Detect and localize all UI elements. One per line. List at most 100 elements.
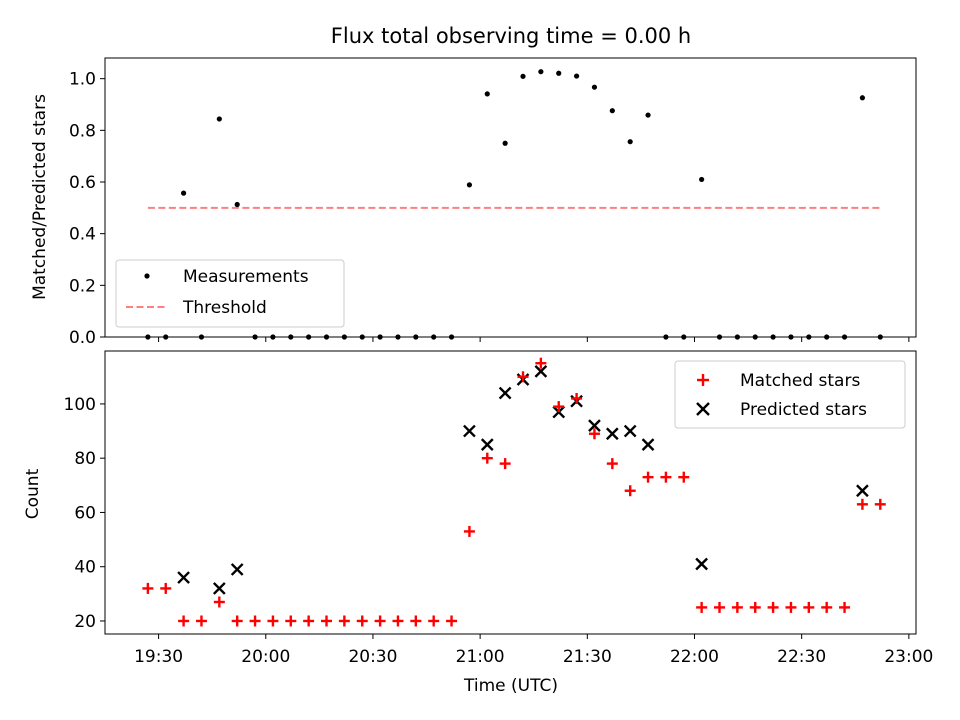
bottom-y-axis-label: Count bbox=[23, 468, 43, 519]
measurement-point bbox=[627, 139, 633, 145]
matched-point bbox=[588, 428, 600, 440]
bottom-legend: Matched stars Predicted stars bbox=[674, 360, 906, 429]
top-y-tick-label: 0.2 bbox=[69, 276, 96, 296]
top-legend: Measurements Threshold bbox=[115, 259, 345, 328]
measurement-point bbox=[180, 190, 187, 196]
measurement-point bbox=[484, 91, 490, 97]
matched-point bbox=[731, 601, 743, 613]
predicted-point bbox=[177, 571, 190, 584]
predicted-point bbox=[480, 438, 494, 451]
count-panel: Count Time (UTC) 20 40 60 80 100 19:30 20:00 2… bbox=[23, 350, 933, 696]
predicted-point bbox=[498, 386, 512, 400]
top-y-tick-label: 0.4 bbox=[69, 225, 96, 245]
measurement-point bbox=[538, 69, 544, 75]
predicted-point bbox=[212, 582, 226, 595]
bottom-legend-box bbox=[674, 360, 906, 429]
x-tick-label: 21:30 bbox=[563, 647, 612, 667]
predicted-point bbox=[856, 484, 869, 498]
matched-point bbox=[142, 582, 154, 594]
legend-predicted-label: Predicted stars bbox=[740, 400, 867, 420]
matched-point bbox=[481, 452, 493, 464]
measurement-point bbox=[520, 73, 526, 79]
top-axes-frame bbox=[104, 57, 917, 338]
top-y-tick-label: 0.0 bbox=[69, 328, 96, 348]
bottom-y-tick-label: 80 bbox=[74, 449, 96, 469]
predicted-point bbox=[588, 419, 601, 432]
matched-point bbox=[160, 582, 172, 594]
top-legend-box bbox=[115, 259, 345, 328]
bottom-axes-frame bbox=[104, 350, 917, 635]
predicted-point bbox=[623, 424, 637, 438]
predicted-point bbox=[534, 365, 548, 378]
x-tick-label: 20:30 bbox=[348, 647, 397, 667]
matched-point bbox=[517, 371, 529, 383]
bottom-y-tick-label: 60 bbox=[74, 503, 96, 523]
x-tick-label: 21:00 bbox=[456, 647, 505, 667]
matched-point bbox=[249, 615, 261, 627]
measurement-point bbox=[859, 95, 866, 101]
matched-point bbox=[213, 596, 225, 608]
matched-point bbox=[606, 458, 618, 470]
matched-point bbox=[571, 392, 583, 404]
top-y-tick-label: 0.8 bbox=[69, 121, 96, 141]
x-axis-label: Time (UTC) bbox=[463, 676, 558, 696]
top-y-axis-label: Matched/Predicted stars bbox=[30, 94, 50, 300]
matched-point bbox=[356, 615, 368, 627]
matched-point bbox=[499, 458, 511, 470]
measurement-point bbox=[591, 84, 598, 90]
predicted-point bbox=[641, 438, 655, 451]
measurement-point bbox=[556, 70, 562, 76]
bottom-y-tick-label: 20 bbox=[74, 612, 96, 632]
x-tick-label: 23:00 bbox=[884, 647, 933, 667]
matched-point bbox=[856, 498, 868, 510]
matched-point bbox=[303, 615, 315, 627]
predicted-point bbox=[695, 557, 708, 571]
legend-measurements-marker bbox=[144, 273, 150, 279]
matched-point bbox=[285, 615, 297, 627]
bottom-y-tick-label: 100 bbox=[64, 395, 96, 415]
measurement-point bbox=[645, 112, 651, 118]
top-y-tick-label: 0.6 bbox=[69, 173, 96, 193]
legend-threshold-label: Threshold bbox=[182, 298, 267, 318]
measurement-point bbox=[609, 108, 615, 114]
matched-point bbox=[178, 615, 190, 627]
matched-point bbox=[660, 471, 672, 483]
matched-point bbox=[767, 601, 779, 613]
matched-point bbox=[696, 601, 708, 613]
matched-point bbox=[428, 615, 440, 627]
legend-matched-label: Matched stars bbox=[740, 371, 860, 391]
legend-measurements-label: Measurements bbox=[183, 267, 309, 287]
measurement-point bbox=[234, 201, 240, 208]
measurement-point bbox=[502, 140, 508, 146]
matched-point bbox=[446, 615, 458, 627]
x-tick-label: 22:30 bbox=[777, 647, 826, 667]
measurement-point bbox=[573, 73, 580, 79]
top-y-tick-label: 1.0 bbox=[69, 70, 96, 90]
measurement-point bbox=[699, 176, 705, 183]
matched-point bbox=[231, 615, 243, 627]
top-y-ticks: 0.0 0.2 0.4 0.6 0.8 1.0 bbox=[69, 70, 105, 348]
x-tick-label: 20:00 bbox=[241, 647, 290, 667]
matched-point bbox=[678, 471, 690, 483]
predicted-point bbox=[463, 424, 476, 438]
matched-point bbox=[874, 498, 886, 510]
predicted-point bbox=[605, 427, 619, 441]
matched-point bbox=[392, 615, 404, 627]
matched-point bbox=[749, 601, 761, 613]
matched-point bbox=[463, 525, 475, 537]
matched-point bbox=[535, 357, 547, 369]
matched-point bbox=[624, 485, 636, 497]
bottom-y-tick-label: 40 bbox=[74, 558, 96, 578]
ratio-panel: Flux total observing time = 0.00 h Match… bbox=[30, 24, 917, 348]
legend-matched-marker bbox=[697, 374, 709, 386]
top-plot-marks bbox=[145, 69, 883, 340]
chart-title: Flux total observing time = 0.00 h bbox=[331, 24, 691, 48]
measurement-point bbox=[216, 116, 222, 122]
matched-point bbox=[803, 601, 815, 613]
bottom-x-ticks: 19:30 20:00 20:30 21:00 21:30 22:00 22:30 23:00 bbox=[134, 634, 933, 667]
top-x-ticks bbox=[158, 337, 910, 342]
x-tick-label: 22:00 bbox=[670, 647, 719, 667]
matched-point bbox=[195, 615, 207, 627]
